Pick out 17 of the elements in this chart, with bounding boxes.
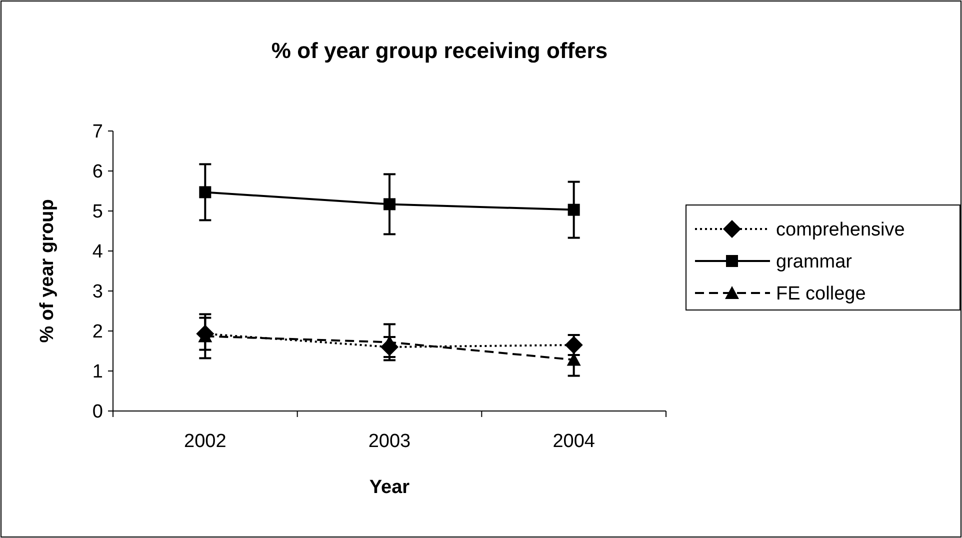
x-axis-title: Year: [369, 477, 410, 498]
legend-label: FE college: [776, 284, 866, 305]
x-tick-label: 2003: [368, 431, 411, 452]
y-axis-title: % of year group: [37, 199, 58, 343]
y-tick-label: 6: [92, 162, 103, 183]
y-tick-label: 5: [92, 202, 103, 223]
x-tick-label: 2004: [552, 431, 596, 452]
y-tick-label: 2: [92, 322, 103, 343]
legend-label: comprehensive: [776, 220, 905, 241]
x-tick-label: 2002: [184, 431, 226, 452]
y-tick-label: 7: [92, 122, 103, 143]
y-tick-label: 0: [92, 402, 103, 423]
legend-label: grammar: [776, 252, 853, 273]
y-tick-label: 3: [92, 282, 103, 303]
y-tick-label: 4: [92, 242, 104, 263]
y-tick-label: 1: [92, 362, 103, 383]
chart-title: % of year group receiving offers: [271, 38, 608, 63]
